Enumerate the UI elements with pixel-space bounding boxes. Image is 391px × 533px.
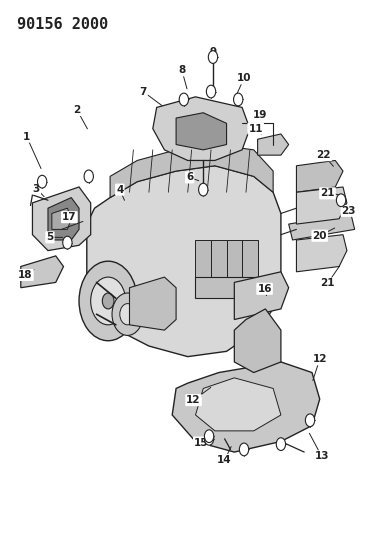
Circle shape [63,236,72,249]
Text: 14: 14 [217,455,232,465]
Polygon shape [242,240,258,282]
Circle shape [233,93,243,106]
Polygon shape [196,277,262,298]
Text: 8: 8 [178,66,186,75]
Polygon shape [172,362,320,452]
Circle shape [336,194,346,207]
Polygon shape [196,378,281,431]
Circle shape [102,293,114,309]
Text: 15: 15 [194,438,208,448]
Polygon shape [153,97,250,160]
Text: 13: 13 [314,451,329,462]
Polygon shape [296,187,347,224]
Polygon shape [196,240,211,282]
Text: 9: 9 [210,47,217,56]
Polygon shape [296,160,343,192]
Polygon shape [234,272,289,319]
Circle shape [79,261,137,341]
Circle shape [204,430,214,442]
Polygon shape [129,277,176,330]
Text: 18: 18 [18,270,33,280]
Polygon shape [234,309,281,373]
Polygon shape [32,187,91,251]
Text: 12: 12 [312,354,327,364]
Circle shape [84,170,93,183]
Text: 3: 3 [33,183,40,193]
Polygon shape [87,166,281,357]
Circle shape [208,51,218,63]
Polygon shape [172,139,219,155]
Text: 5: 5 [46,232,54,243]
Polygon shape [48,198,79,240]
Circle shape [305,414,315,426]
Text: 17: 17 [62,212,77,222]
Text: 19: 19 [252,110,267,120]
Text: 22: 22 [316,150,331,160]
Polygon shape [176,113,226,150]
Text: 1: 1 [23,132,30,142]
Polygon shape [21,256,63,288]
Polygon shape [211,240,226,282]
Text: 12: 12 [186,395,201,405]
Circle shape [91,277,126,325]
Text: 23: 23 [342,206,356,216]
Text: 7: 7 [140,86,147,96]
Circle shape [120,304,135,325]
Polygon shape [110,144,273,198]
Text: 2: 2 [74,105,81,115]
Text: 6: 6 [186,172,193,182]
Circle shape [112,293,143,335]
Polygon shape [52,208,71,229]
Circle shape [239,443,249,456]
Polygon shape [258,134,289,155]
Circle shape [199,183,208,196]
Text: 20: 20 [312,231,327,241]
Text: 21: 21 [320,188,335,198]
Polygon shape [296,235,347,272]
Text: 16: 16 [257,284,272,294]
Text: 10: 10 [237,73,251,83]
Polygon shape [226,240,242,282]
Circle shape [276,438,285,450]
Circle shape [38,175,47,188]
Text: 11: 11 [248,124,263,134]
Polygon shape [289,214,355,240]
Circle shape [206,85,216,98]
Text: 21: 21 [320,278,335,288]
Text: 90156 2000: 90156 2000 [17,17,108,33]
Circle shape [179,93,188,106]
Text: 4: 4 [116,184,124,195]
Circle shape [204,432,214,445]
